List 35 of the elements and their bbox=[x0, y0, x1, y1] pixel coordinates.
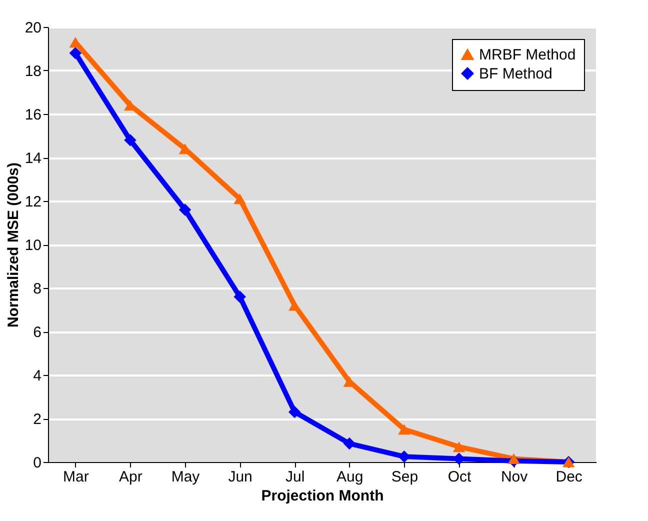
x-tick-label: Apr bbox=[119, 468, 142, 486]
x-tick-label: May bbox=[171, 468, 200, 486]
y-tick-label: 10 bbox=[24, 237, 42, 254]
x-tick-label: Oct bbox=[448, 468, 472, 486]
legend-label: BF Method bbox=[479, 66, 552, 82]
y-tick-label: 12 bbox=[24, 194, 42, 210]
x-tick-label: Jul bbox=[286, 468, 305, 486]
point bbox=[69, 46, 82, 60]
point bbox=[398, 424, 410, 435]
point bbox=[343, 437, 356, 450]
point bbox=[178, 204, 192, 216]
point bbox=[124, 134, 136, 146]
y-tick-label: 20 bbox=[24, 20, 42, 36]
y-tick-label: 0 bbox=[33, 454, 42, 472]
x-tick-label: Sep bbox=[391, 468, 418, 486]
y-tick-label: 4 bbox=[33, 368, 42, 384]
x-tick-label: Nov bbox=[500, 468, 528, 486]
x-axis-title: Projection Month bbox=[261, 488, 384, 504]
x-tick-label: Mar bbox=[62, 468, 89, 486]
y-tick-label: 2 bbox=[33, 411, 42, 428]
y-tick-label: 14 bbox=[24, 150, 42, 167]
x-tick-label: Aug bbox=[336, 468, 364, 486]
x-tick-label: Jun bbox=[228, 468, 252, 486]
y-tick-label: 6 bbox=[33, 324, 42, 341]
legend-label: MRBF Method bbox=[479, 46, 576, 64]
y-tick-label: 16 bbox=[24, 106, 42, 124]
y-tick-label: 8 bbox=[33, 280, 42, 298]
point bbox=[288, 406, 301, 418]
point bbox=[234, 194, 246, 204]
point bbox=[452, 441, 466, 452]
point bbox=[508, 453, 520, 464]
y-tick-label: 18 bbox=[24, 63, 42, 80]
point bbox=[234, 290, 246, 303]
y-axis-title: Normalized MSE (000s) bbox=[4, 162, 22, 328]
x-tick-label: Dec bbox=[556, 468, 583, 486]
